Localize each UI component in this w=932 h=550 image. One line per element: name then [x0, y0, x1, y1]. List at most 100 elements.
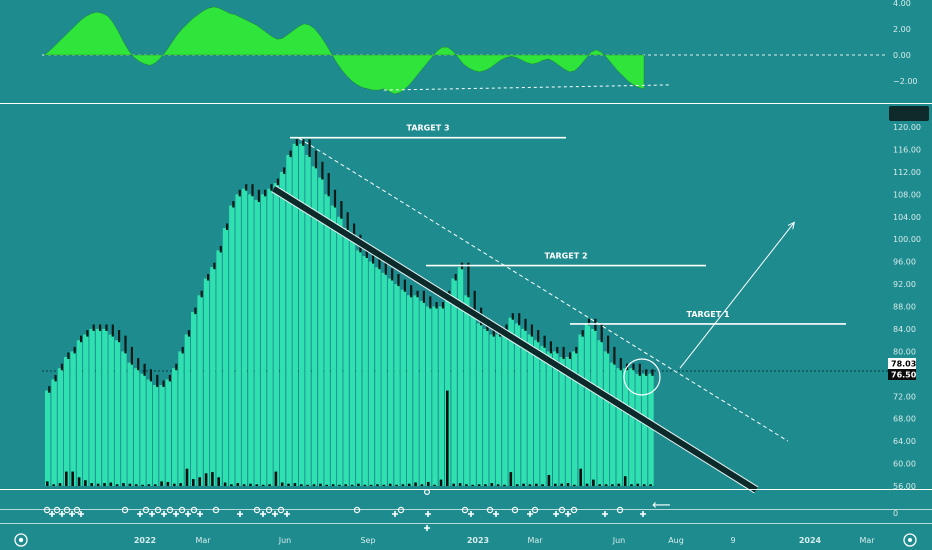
signal-plus-icon	[640, 511, 646, 517]
price-bar	[648, 373, 654, 486]
price-wick	[454, 274, 457, 281]
volume-bars	[46, 390, 652, 486]
volume-bar	[274, 471, 278, 486]
price-wick	[118, 330, 121, 343]
price-bar	[133, 368, 140, 486]
signal-plus-icon	[69, 511, 75, 517]
volume-bar	[401, 484, 405, 486]
price-wick	[619, 358, 622, 371]
signal-arrow-icon: ⟵	[652, 498, 671, 513]
signal-circle-icon	[511, 506, 519, 514]
price-bar	[165, 379, 171, 486]
price-wick	[207, 274, 210, 281]
price-wick	[80, 335, 83, 343]
price-bar	[127, 362, 133, 486]
volume-bar	[598, 484, 601, 486]
time-tick-label: 2022	[134, 536, 156, 545]
price-bar	[89, 328, 95, 486]
price-bar	[197, 295, 203, 486]
price-wick	[575, 346, 578, 354]
price-wick	[213, 262, 216, 270]
price-bar	[514, 323, 521, 486]
signal-circle-icon	[212, 506, 220, 514]
price-bar	[356, 250, 362, 486]
price-wick	[232, 201, 235, 208]
price-wick	[67, 352, 70, 359]
signal-plus-icon	[260, 511, 266, 517]
volume-bar	[604, 484, 608, 486]
volume-bar	[90, 483, 93, 486]
price-wick	[607, 335, 610, 354]
price-wick	[473, 290, 476, 315]
price-wick	[365, 245, 368, 258]
volume-bar	[147, 484, 151, 486]
price-bar	[502, 328, 508, 486]
price-tick-label: 92.00	[893, 280, 916, 289]
price-wick	[537, 330, 540, 343]
price-wick	[632, 363, 635, 371]
volume-bar	[223, 482, 227, 486]
price-bar	[273, 183, 279, 486]
price-wick	[543, 335, 546, 348]
signal-circle-icon	[531, 506, 539, 514]
price-wick	[111, 324, 114, 337]
chart-settings-icon[interactable]	[903, 533, 917, 547]
dashed-resistance-line[interactable]	[298, 137, 789, 442]
price-bar	[578, 334, 584, 486]
price-bar	[210, 267, 216, 486]
volume-bar	[84, 480, 87, 486]
price-tick-label: 68.00	[893, 415, 916, 424]
price-bar	[419, 300, 425, 486]
price-wick	[187, 330, 191, 337]
price-bar	[616, 368, 622, 486]
price-wick	[403, 279, 406, 292]
price-bar	[172, 368, 178, 486]
price-bar	[121, 351, 127, 486]
price-wick	[276, 178, 279, 186]
time-tick-label: Mar	[527, 536, 543, 545]
price-wick	[467, 262, 470, 298]
price-wick	[384, 262, 387, 275]
signal-plus-icon	[425, 511, 431, 517]
price-wick	[524, 318, 527, 331]
price-wick	[156, 374, 159, 387]
price-bar	[438, 306, 445, 486]
price-wick	[346, 212, 349, 230]
price-bar	[324, 194, 330, 487]
signal-plus-icon	[468, 511, 474, 517]
time-tick-label: 2023	[467, 536, 489, 545]
price-bar	[191, 312, 197, 486]
volume-bar	[77, 477, 81, 486]
price-bar	[559, 357, 565, 486]
signal-plus-icon	[553, 511, 559, 517]
price-bar	[241, 188, 248, 486]
price-bar	[591, 328, 597, 486]
volume-bar	[293, 483, 297, 486]
volume-bar	[490, 483, 494, 486]
volume-bar	[261, 484, 265, 486]
price-wick	[587, 318, 591, 326]
volume-bar	[433, 484, 436, 486]
price-bar	[527, 334, 533, 486]
price-bar	[267, 188, 273, 486]
price-wick	[308, 139, 311, 157]
volume-bar	[338, 484, 341, 486]
tradingview-logo-left	[14, 533, 28, 547]
signal-circle-icon	[397, 506, 405, 514]
price-wick	[372, 251, 375, 264]
price-bar	[57, 368, 64, 486]
volume-bar	[535, 483, 538, 486]
volume-bar	[636, 483, 640, 486]
volume-bar	[134, 484, 138, 486]
signal-circle-icon	[424, 489, 431, 496]
signal-plus-icon	[424, 525, 430, 531]
price-wick	[86, 330, 89, 337]
price-bar	[534, 340, 540, 486]
pane-handle[interactable]	[889, 106, 929, 121]
price-bar	[489, 334, 495, 486]
projection-arrow[interactable]	[679, 222, 795, 369]
price-bar	[610, 362, 616, 486]
descending-channel-bar[interactable]	[272, 186, 758, 493]
price-bar	[318, 177, 324, 486]
